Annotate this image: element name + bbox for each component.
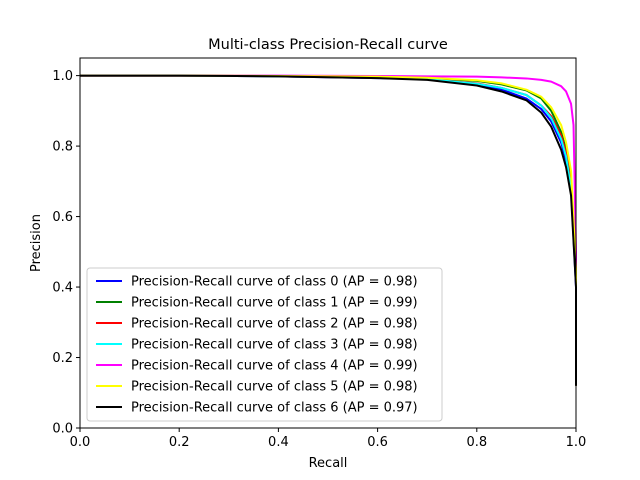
- legend-entry-class-1: Precision-Recall curve of class 1 (AP = …: [131, 296, 418, 311]
- y-tick-label: 0.2: [52, 351, 73, 366]
- plot-frame: [79, 57, 577, 429]
- x-axis-label: Recall: [309, 456, 348, 471]
- y-tick-label: 1.0: [52, 69, 73, 84]
- y-axis-label: Precision: [29, 214, 44, 272]
- legend-entry-class-3: Precision-Recall curve of class 3 (AP = …: [131, 338, 418, 353]
- legend-entry-class-5: Precision-Recall curve of class 5 (AP = …: [131, 380, 418, 395]
- legend-entry-class-4: Precision-Recall curve of class 4 (AP = …: [131, 359, 418, 374]
- x-tick-label: 0.6: [367, 435, 388, 450]
- series-line-class-6: [80, 74, 577, 386]
- y-axis-ticks: 0.0 0.2 0.4 0.6 0.8 1.0: [52, 69, 80, 437]
- x-tick-label: 1.0: [566, 435, 587, 450]
- y-tick-label: 0.4: [52, 281, 73, 296]
- legend-entry-class-6: Precision-Recall curve of class 6 (AP = …: [131, 401, 418, 416]
- x-tick-label: 0.4: [268, 435, 289, 450]
- legend: Precision-Recall curve of class 0 (AP = …: [86, 267, 443, 422]
- x-tick-label: 0.8: [466, 435, 487, 450]
- y-tick-label: 0.0: [52, 422, 73, 437]
- x-tick-label: 0.0: [70, 435, 91, 450]
- legend-entry-class-0: Precision-Recall curve of class 0 (AP = …: [131, 275, 418, 290]
- chart-title: Multi-class Precision-Recall curve: [208, 37, 448, 53]
- x-tick-label: 0.2: [169, 435, 190, 450]
- y-tick-label: 0.6: [52, 210, 73, 225]
- curves-layer: [80, 74, 577, 386]
- y-tick-label: 0.8: [52, 140, 73, 155]
- legend-entry-class-2: Precision-Recall curve of class 2 (AP = …: [131, 317, 418, 332]
- x-axis-ticks: 0.0 0.2 0.4 0.6 0.8 1.0: [70, 428, 587, 450]
- legend-box: [86, 267, 443, 422]
